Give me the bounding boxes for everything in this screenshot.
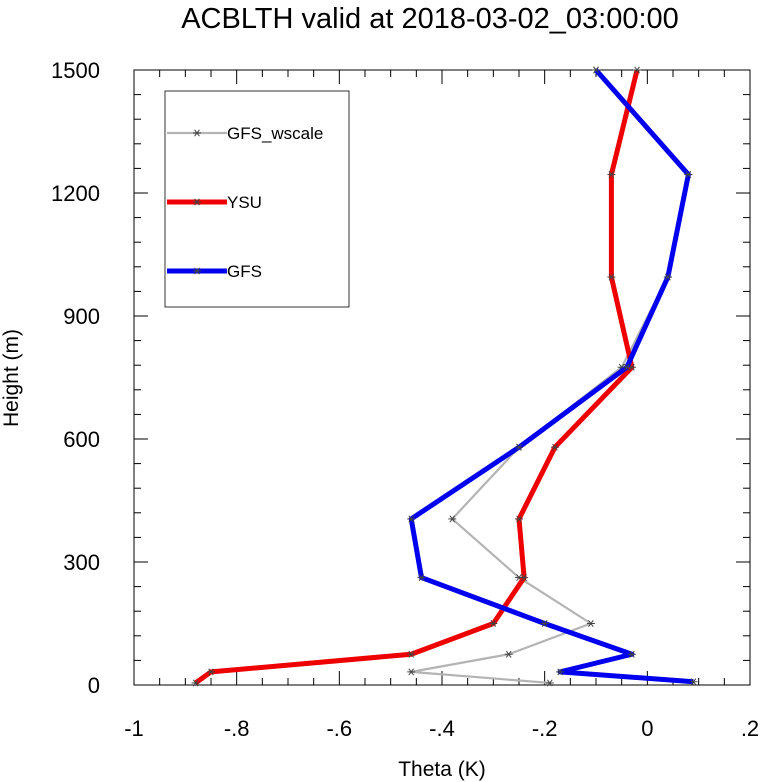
data-point (407, 515, 416, 523)
data-point (417, 574, 426, 582)
data-point (515, 515, 523, 523)
y-axis-label: Height (m) (0, 329, 23, 427)
data-point (633, 66, 642, 74)
data-point (207, 668, 215, 676)
series-line (408, 68, 694, 685)
data-point (550, 443, 559, 451)
data-point (407, 668, 416, 676)
data-point (545, 679, 554, 687)
series-ysu (191, 66, 642, 687)
legend-marker (193, 129, 201, 137)
x-tick-label: -1 (124, 716, 144, 741)
plot-frame (133, 69, 751, 686)
data-point (556, 668, 565, 676)
plot-area: -1 -.8 -.6 -.4 -.2 0 .2 0 300 600 900 1200 1500 (51, 58, 759, 741)
data-point (489, 619, 498, 628)
y-tick-label: 1200 (51, 181, 100, 206)
data-point (504, 650, 513, 658)
data-point (684, 171, 693, 179)
data-point (607, 273, 616, 281)
x-axis-label: Theta (K) (398, 758, 486, 781)
y-tick-label: 300 (63, 550, 100, 575)
y-tick-label: 0 (88, 673, 100, 698)
x-tick-label: 0 (641, 716, 653, 741)
data-point (586, 619, 595, 628)
x-tick-label: -.8 (224, 716, 250, 741)
legend-box (164, 90, 350, 308)
x-tick-label: .2 (741, 716, 759, 741)
legend-label: GFS (227, 262, 262, 281)
legend-label: YSU (227, 193, 262, 212)
data-point (607, 171, 616, 179)
data-point (627, 650, 636, 658)
data-point (592, 66, 600, 74)
legend-marker (193, 198, 201, 206)
data-point (520, 574, 529, 582)
data-point (622, 363, 631, 371)
series-gfs-wscale (407, 66, 693, 687)
series-gfs (407, 66, 698, 686)
data-point (689, 678, 698, 686)
legend-entry: GFS_wscale (167, 124, 323, 143)
data-point (448, 515, 457, 523)
data-point (407, 650, 416, 658)
x-tick-label: -.4 (429, 716, 455, 741)
data-point (191, 679, 200, 687)
data-point (540, 619, 549, 628)
legend-entry: GFS (167, 262, 262, 281)
legend: GFS_wscale YSU GFS (164, 90, 350, 308)
y-tick-label: 600 (63, 427, 100, 452)
data-point (515, 443, 523, 451)
x-tick-label: -.6 (326, 716, 352, 741)
legend-marker (193, 267, 201, 275)
x-tick-label: -.2 (532, 716, 558, 741)
y-tick-label: 1500 (51, 58, 100, 83)
data-point (663, 273, 672, 281)
legend-label: GFS_wscale (227, 124, 323, 143)
y-tick-label: 900 (63, 304, 100, 329)
chart-title: ACBLTH valid at 2018-03-02_03:00:00 (181, 3, 679, 35)
series-line (194, 69, 640, 685)
legend-entry: YSU (167, 193, 262, 212)
